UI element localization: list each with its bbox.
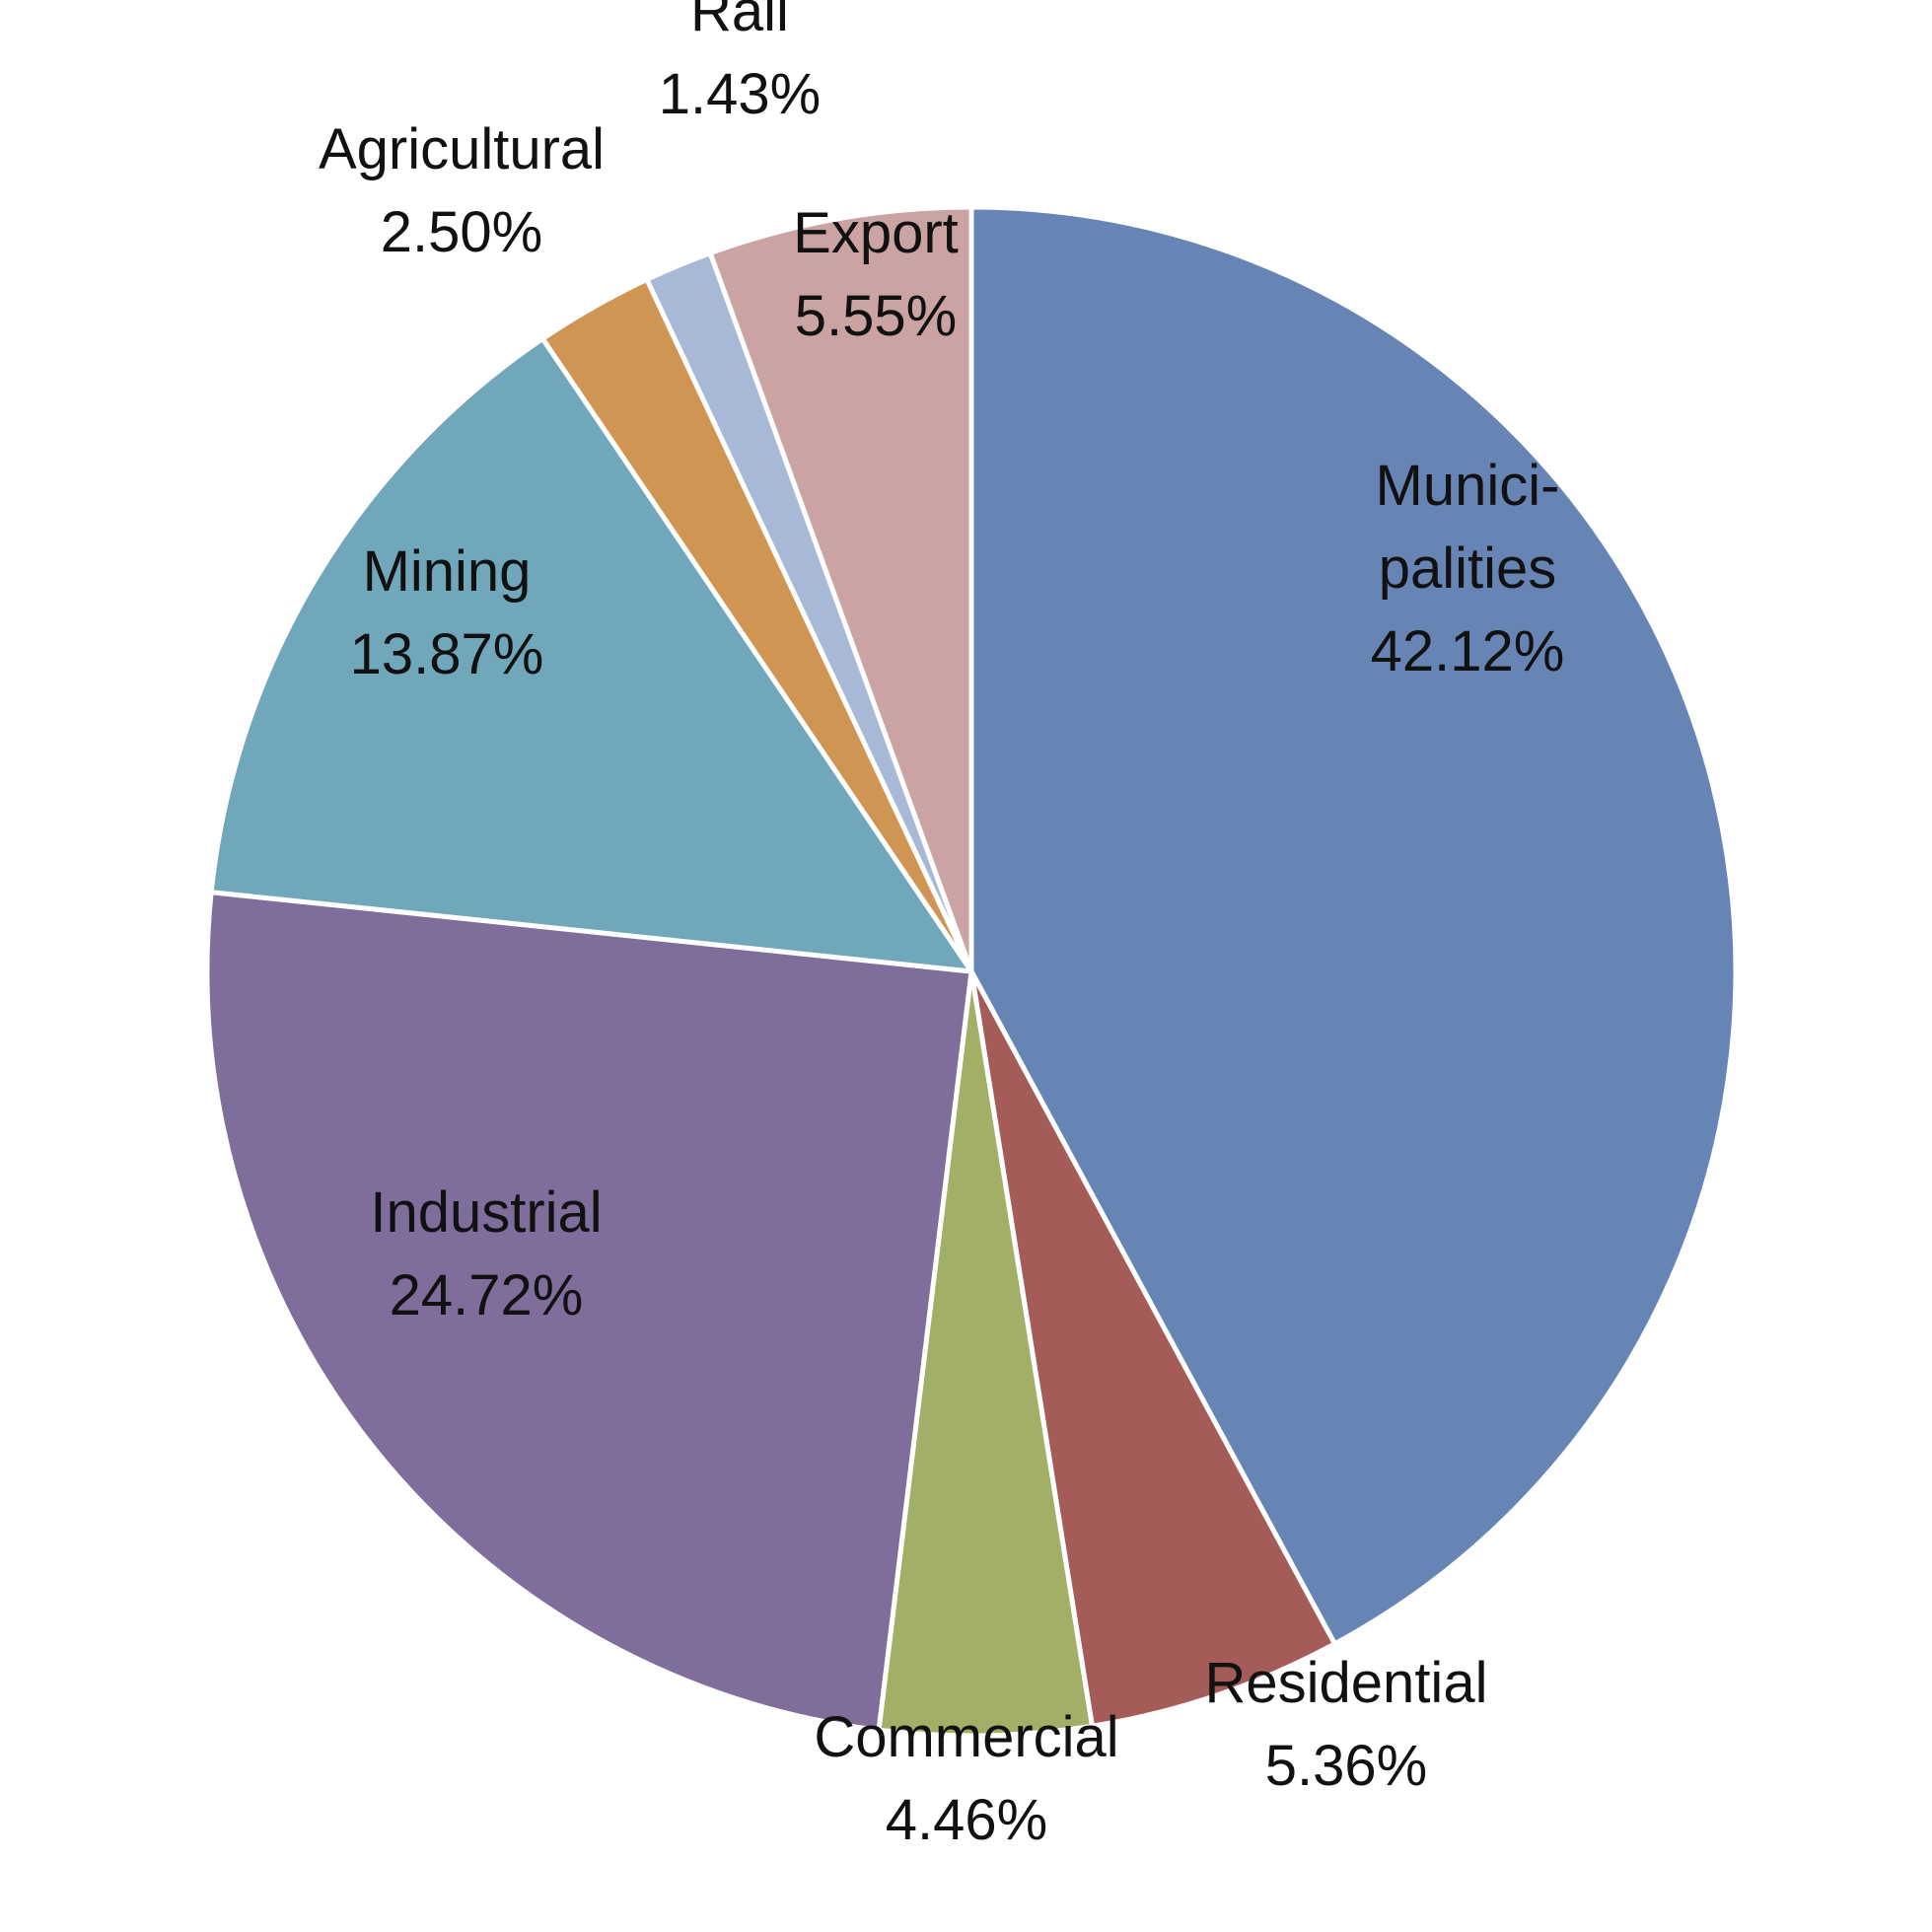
slice-value-label: 4.46% [886,1788,1047,1852]
slice-name-label: Mining [363,539,532,604]
slice-label-residential: Residential 5.36% [1205,1651,1488,1798]
slice-value-label: 2.50% [381,200,542,264]
slice-name-label: Munici- [1376,454,1560,518]
slice-label-agricultural: Agricultural 2.50% [319,117,605,264]
slice-name-label: Commercial [814,1705,1118,1769]
slice-label-commercial: Commercial 4.46% [814,1705,1118,1852]
slice-value-label: 42.12% [1371,619,1565,683]
pie-labels: Munici-palities 42.12% Residential 5.36% Com… [319,0,1564,1852]
slice-label-export: Export 5.55% [793,201,959,348]
slice-label-rail: Rail 1.43% [659,0,821,126]
pie-slice-industrial [204,890,974,1733]
slice-value-label: 1.43% [659,62,821,126]
slice-label-munici-palities: Munici-palities 42.12% [1371,454,1565,683]
slice-name-label: Agricultural [319,117,605,181]
slice-name-label: Export [793,201,959,265]
slice-name-label: Residential [1205,1651,1488,1715]
slice-name-label: palities [1379,537,1557,601]
pie-slices [204,204,1739,1739]
slice-label-mining: Mining 13.87% [350,539,544,686]
slice-label-industrial: Industrial 24.72% [370,1181,602,1327]
slice-name-label: Rail [690,0,789,43]
slice-value-label: 5.36% [1265,1734,1427,1798]
pie-slice-munici-palities [968,204,1739,1647]
slice-name-label: Industrial [370,1181,602,1245]
slice-value-label: 5.55% [795,284,957,348]
pie-slice-export [707,204,974,974]
slice-value-label: 24.72% [390,1263,584,1327]
pie-slice-mining [208,335,974,974]
slice-value-label: 13.87% [350,622,544,686]
pie-slice-commercial [876,968,1095,1739]
